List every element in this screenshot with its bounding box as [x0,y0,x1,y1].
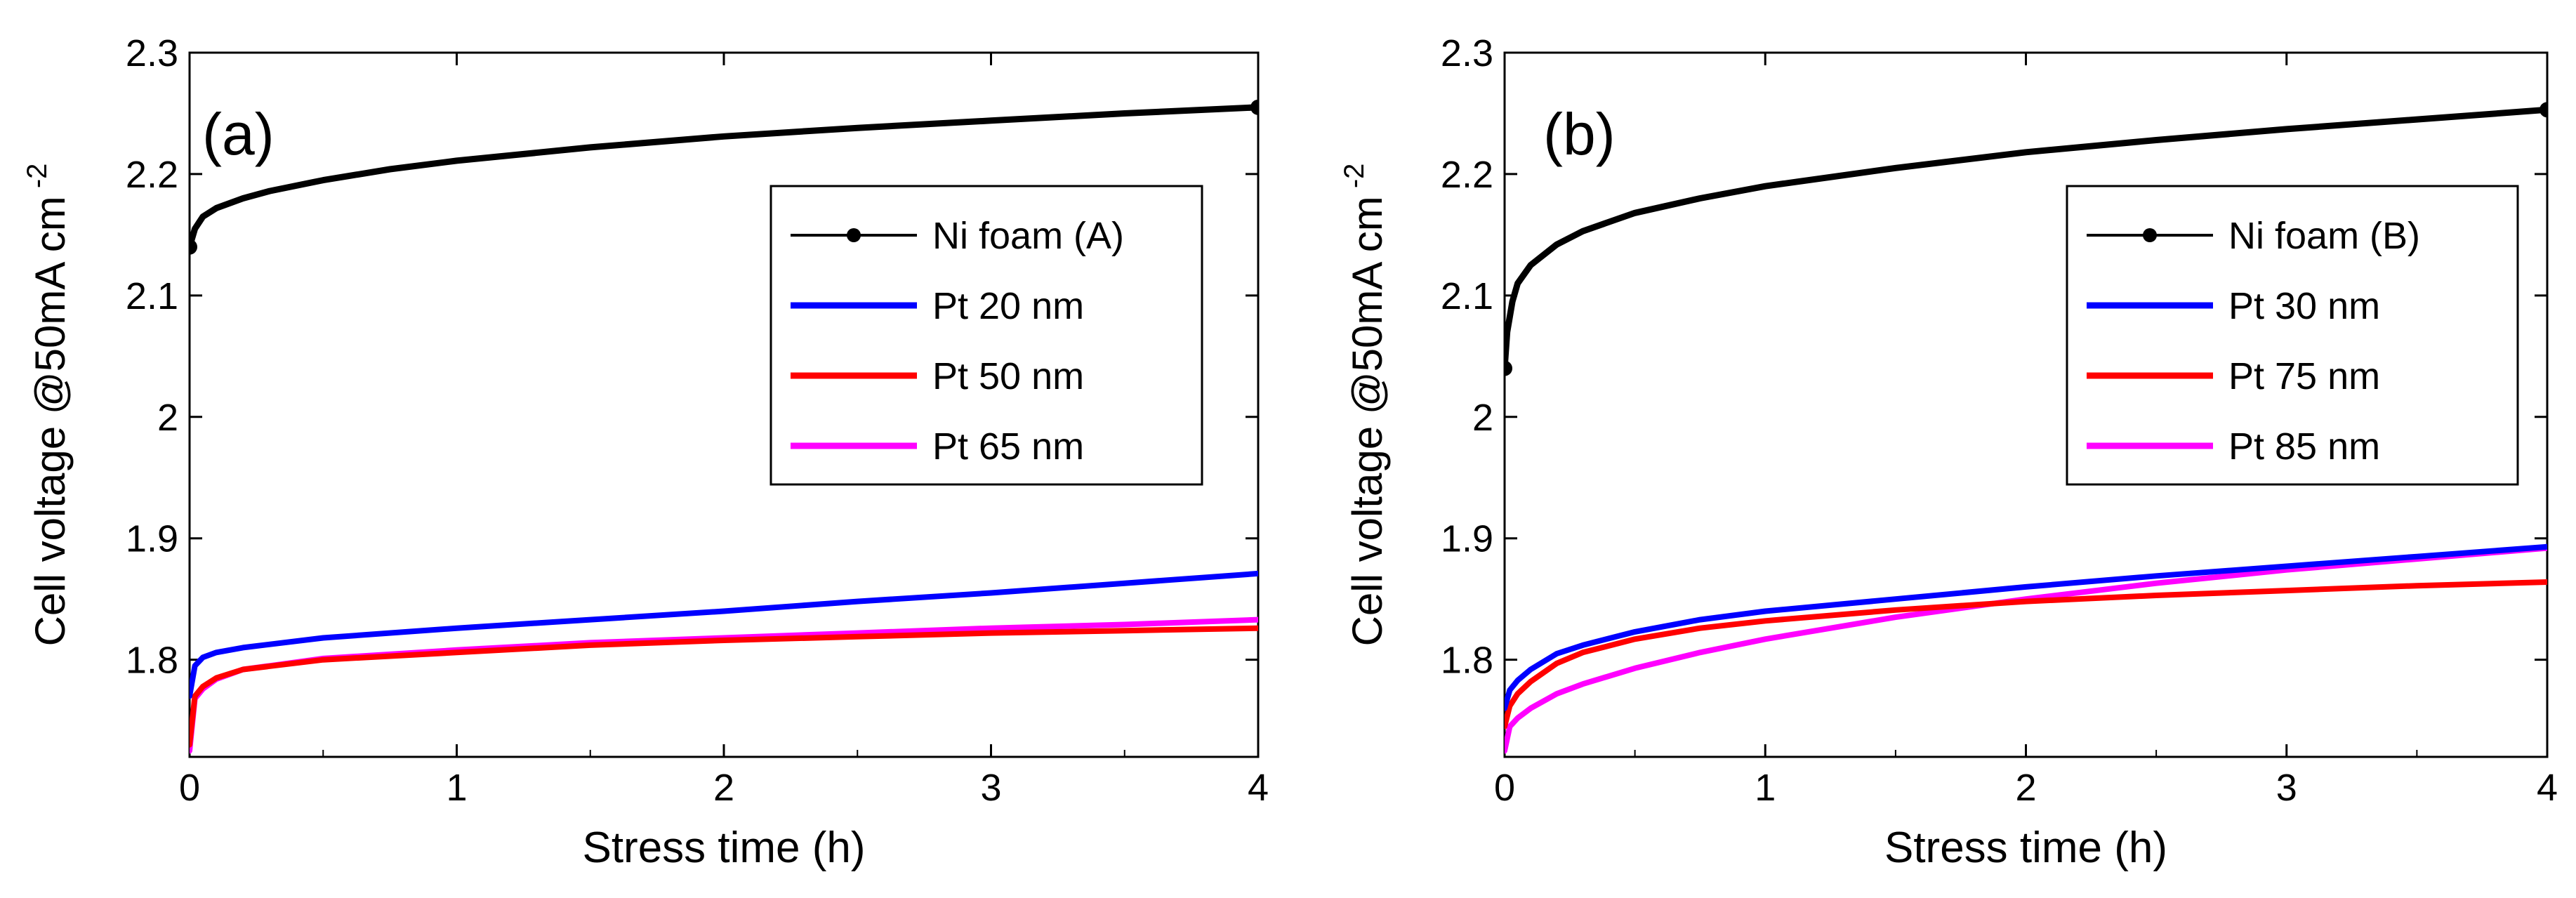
legend-entry: Pt 75 nm [2228,355,2380,397]
y-tick-label: 2.3 [1441,32,1493,74]
series-line-ni-foam-a- [190,104,1258,251]
x-axis: 0 1 2 3 4 [1494,53,2558,809]
y-tick-label: 1.8 [1441,640,1493,682]
y-axis-label-group: Cell voltage @50mA cm -2 [1339,164,1391,647]
panel-label: (a) [202,101,275,167]
x-tick-label: 4 [1248,767,1269,809]
series-line-pt-50-nm [190,625,1258,748]
y-axis-label-text: Cell voltage @50mA cm [1344,196,1391,646]
x-tick-label: 2 [2015,767,2036,809]
x-tick-label: 1 [446,767,467,809]
x-tick-label: 3 [2276,767,2297,809]
series-line-pt-20-nm [190,570,1258,699]
x-tick-label: 4 [2537,767,2558,809]
series-line-pt-85-nm [1505,545,2547,754]
series-end-marker [2539,102,2547,118]
y-tick-label: 1.9 [1441,518,1493,560]
legend-entry: Pt 65 nm [932,425,1084,468]
x-tick-label: 1 [1755,767,1776,809]
y-tick-label: 2.1 [126,275,178,317]
series-line-pt-30-nm [1505,543,2547,711]
y-tick-label: 2.1 [1441,275,1493,317]
legend-entry: Ni foam (A) [932,215,1124,257]
x-axis: 0 1 2 3 4 [179,53,1269,809]
panel-a: 0 1 2 3 4 1.8 1.9 2 2.1 2.2 2.3 Stress time (h) Cell… [22,32,1269,872]
legend-entry: Pt 20 nm [932,285,1084,327]
legend: Ni foam (B) Pt 30 nm Pt 75 nm Pt 85 nm [2066,185,2519,486]
panel-label: (b) [1543,101,1616,167]
panel-b: 0 1 2 3 4 1.8 1.9 2 2.1 2.2 2.3 Stress time (h) Cell… [1339,32,2558,872]
y-tick-label: 2.3 [126,32,178,74]
y-axis-label: Cell voltage @50mA cm -2 [1339,164,1391,647]
series-group [1505,102,2547,754]
legend: Ni foam (A) Pt 20 nm Pt 50 nm Pt 65 nm [770,185,1203,486]
series-start-marker [190,239,197,255]
series-line-ni-foam-b- [1505,106,2547,372]
y-axis-label-superscript: -2 [22,164,53,197]
legend-entry: Pt 50 nm [932,355,1084,397]
y-tick-label: 1.8 [126,640,178,682]
y-axis: 1.8 1.9 2 2.1 2.2 2.3 [1441,32,2547,682]
series-group [190,99,1258,754]
series-line-pt-75-nm [1505,579,2547,729]
y-tick-label: 2 [157,397,178,439]
y-axis-label-group: Cell voltage @50mA cm -2 [22,164,74,647]
series-end-marker [1250,99,1258,115]
series-start-marker [1505,360,1512,376]
x-tick-label: 0 [179,767,200,809]
y-axis-label-text: Cell voltage @50mA cm [27,196,74,646]
legend-marker [847,228,861,242]
legend-marker [2143,228,2157,242]
legend-entry: Pt 85 nm [2228,425,2380,468]
x-axis-label: Stress time (h) [582,824,865,872]
y-axis: 1.8 1.9 2 2.1 2.2 2.3 [126,32,1258,682]
y-tick-label: 1.9 [126,518,178,560]
x-tick-label: 0 [1494,767,1515,809]
x-tick-label: 3 [980,767,1001,809]
x-axis-label: Stress time (h) [1884,824,2167,872]
legend-entry: Pt 30 nm [2228,285,2380,327]
y-tick-label: 2.2 [126,154,178,196]
x-tick-label: 2 [713,767,734,809]
y-axis-label: Cell voltage @50mA cm -2 [22,164,74,647]
legend-entry: Ni foam (B) [2228,215,2420,257]
y-tick-label: 2.2 [1441,154,1493,196]
y-axis-label-superscript: -2 [1339,164,1370,197]
y-tick-label: 2 [1472,397,1493,439]
